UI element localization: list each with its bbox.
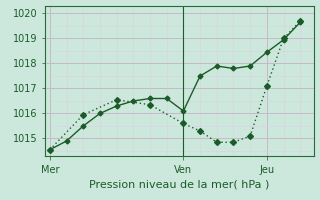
X-axis label: Pression niveau de la mer( hPa ): Pression niveau de la mer( hPa )	[89, 179, 269, 189]
